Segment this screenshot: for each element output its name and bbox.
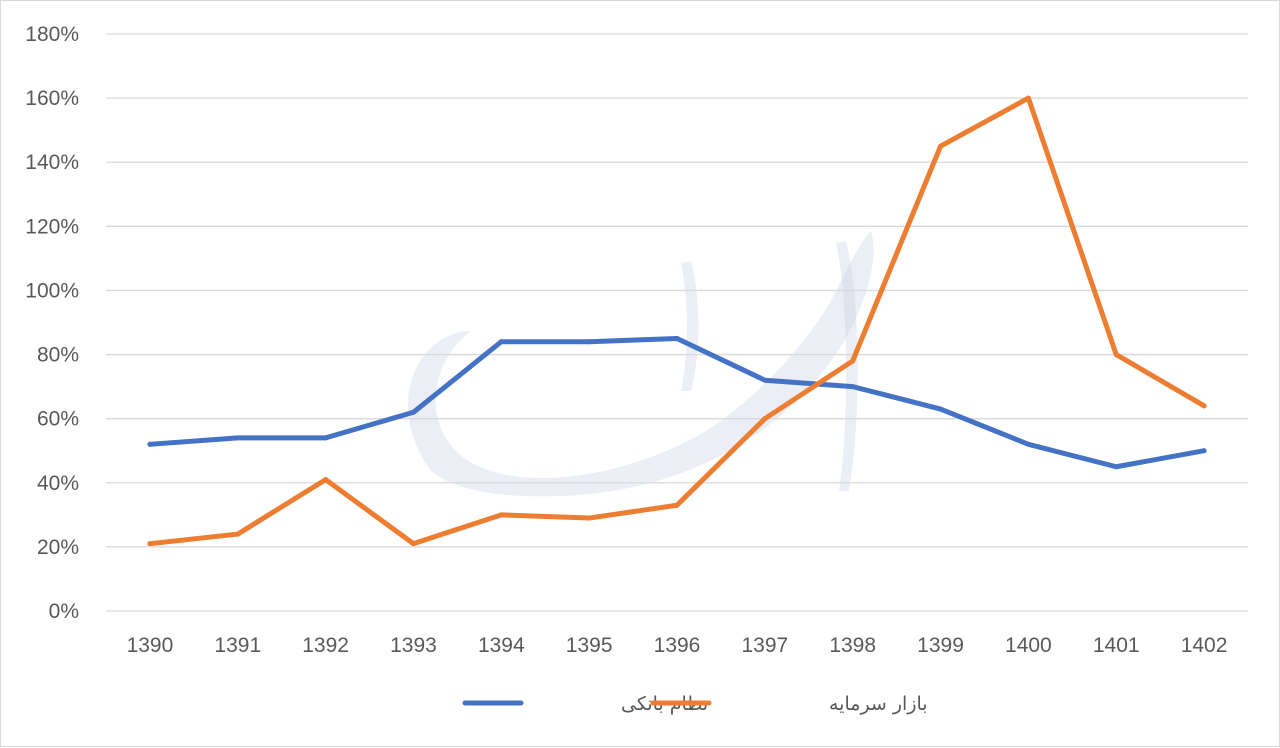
data-point: [762, 416, 768, 422]
data-point: [147, 541, 153, 547]
data-point: [938, 143, 944, 149]
x-tick-label: 1391: [214, 634, 261, 657]
x-tick-label: 1400: [1005, 634, 1052, 657]
data-point: [1113, 464, 1119, 470]
series-line-1: [147, 95, 1207, 547]
data-point: [938, 406, 944, 412]
y-tick-label: 120%: [25, 215, 79, 238]
data-point: [235, 435, 241, 441]
x-tick-label: 1394: [478, 634, 525, 657]
x-tick-label: 1399: [917, 634, 964, 657]
x-tick-label: 1398: [829, 634, 876, 657]
data-point: [850, 384, 856, 390]
data-point: [498, 339, 504, 345]
x-tick-label: 1390: [127, 634, 174, 657]
x-tick-label: 1402: [1181, 634, 1228, 657]
y-tick-label: 80%: [37, 344, 79, 367]
x-tick-label: 1393: [390, 634, 437, 657]
y-tick-label: 0%: [49, 600, 79, 623]
y-axis-ticks: 0% 20% 40% 60% 80% 100% 120% 140% 160% 180%: [25, 23, 79, 623]
x-tick-label: 1392: [302, 634, 349, 657]
data-point: [586, 515, 592, 521]
legend-label-1: بازار سرمایه: [829, 693, 928, 715]
data-point: [1025, 95, 1031, 101]
y-tick-label: 20%: [37, 536, 79, 559]
y-tick-label: 160%: [25, 87, 79, 110]
y-tick-label: 140%: [25, 151, 79, 174]
data-point: [323, 435, 329, 441]
x-axis-ticks: 1390 1391 1392 1393 1394 1395 1396 1397 1398 1399…: [127, 634, 1228, 657]
data-point: [674, 336, 680, 342]
y-tick-label: 40%: [37, 472, 79, 495]
gridlines: [106, 33, 1248, 612]
data-point: [498, 512, 504, 518]
y-tick-label: 100%: [25, 279, 79, 302]
data-point: [1025, 441, 1031, 447]
data-point: [1113, 352, 1119, 358]
data-point: [410, 541, 416, 547]
series-lines: [147, 95, 1207, 547]
x-tick-label: 1397: [741, 634, 788, 657]
data-point: [762, 377, 768, 383]
data-point: [323, 477, 329, 483]
data-point: [147, 441, 153, 447]
y-tick-label: 180%: [25, 23, 79, 46]
data-point: [1201, 448, 1207, 454]
data-point: [850, 358, 856, 364]
data-point: [586, 339, 592, 345]
x-tick-label: 1401: [1093, 634, 1140, 657]
data-point: [674, 502, 680, 508]
x-tick-label: 1395: [566, 634, 613, 657]
y-tick-label: 60%: [37, 408, 79, 431]
data-point: [1201, 403, 1207, 409]
data-point: [410, 409, 416, 415]
data-point: [235, 531, 241, 537]
x-tick-label: 1396: [654, 634, 701, 657]
